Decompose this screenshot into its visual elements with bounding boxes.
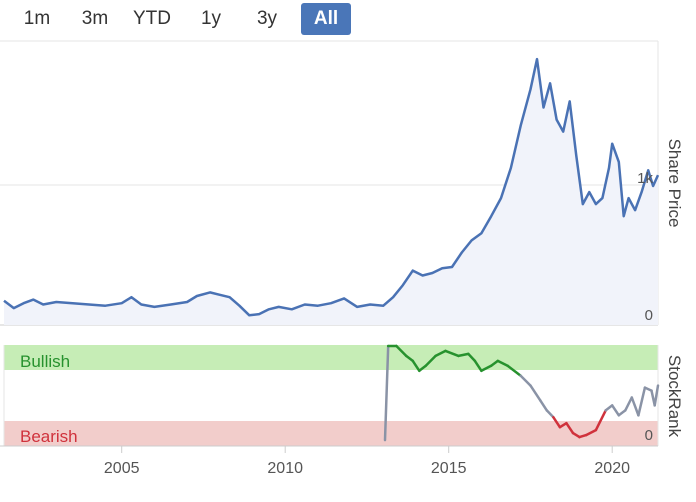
stockrank-segment — [637, 386, 647, 417]
stockrank-segment — [630, 396, 640, 417]
stockrank-segment — [418, 364, 428, 373]
price-area — [4, 59, 658, 325]
x-tick-label: 2010 — [267, 460, 303, 477]
stockrank-segment — [480, 364, 493, 373]
stockrank-segment — [617, 409, 627, 417]
stockrank-segment — [571, 431, 581, 439]
price-line — [3, 57, 660, 317]
share-price-axis-label: Share Price — [665, 139, 684, 228]
range-1m-button[interactable]: 1m — [23, 8, 51, 29]
stockrank-segment — [467, 352, 477, 363]
stockrank-segment — [444, 349, 460, 358]
stockrank-segment — [473, 359, 483, 373]
stockrank-segment — [457, 352, 470, 358]
bullish-label: Bullish — [20, 352, 70, 371]
x-axis: 2005 2010 2015 2020 — [104, 446, 630, 477]
stockrank-segment — [489, 359, 500, 368]
range-all-button[interactable]: All — [301, 3, 351, 35]
stockrank-segment — [604, 404, 614, 412]
stockrank-segment — [519, 374, 532, 387]
stockrank-segment — [411, 359, 421, 373]
stockrank-segment — [506, 364, 522, 377]
stockrank-segment — [404, 354, 415, 363]
y-tick-1k: 1k — [637, 170, 653, 187]
x-tick-label: 2020 — [594, 460, 630, 477]
stockrank-segment — [539, 399, 549, 412]
stockrank-segment — [653, 384, 660, 407]
x-tick-label: 2015 — [431, 460, 467, 477]
stockrank-segment — [594, 409, 607, 432]
stockrank-segment — [545, 409, 555, 419]
range-3y-button[interactable]: 3y — [256, 8, 278, 29]
range-3m-button[interactable]: 3m — [81, 8, 109, 29]
stockrank-segment — [529, 384, 542, 402]
stockrank-segment — [496, 359, 509, 368]
stockrank-y-tick-0: 0 — [645, 427, 653, 444]
stockrank-segment — [552, 416, 562, 429]
bearish-band — [4, 421, 658, 446]
x-tick-label: 2005 — [104, 460, 140, 477]
price-panel: 1k 0 Share Price — [0, 40, 684, 326]
stockrank-segment — [584, 428, 598, 437]
stockrank-line — [383, 344, 660, 442]
stockrank-segment — [610, 404, 621, 417]
stockrank-segment — [434, 349, 447, 358]
stockrank-segment — [383, 344, 390, 442]
stockrank-segment — [624, 396, 634, 412]
range-1y-button[interactable]: 1y — [200, 8, 222, 29]
bearish-label: Bearish — [20, 427, 78, 446]
y-tick-0: 0 — [645, 307, 653, 324]
stockrank-segment — [395, 344, 408, 358]
stockrank-segment — [424, 354, 437, 368]
stockrank-segment — [558, 421, 568, 429]
stockrank-panel: Bullish Bearish 0 StockRank — [0, 344, 684, 447]
bullish-band — [4, 345, 658, 370]
range-ytd-button[interactable]: YTD — [133, 8, 171, 29]
stockrank-axis-label: StockRank — [665, 355, 684, 438]
stockrank-segment — [565, 421, 575, 435]
range-selector: 1m 3m YTD 1y 3y All — [0, 0, 696, 40]
